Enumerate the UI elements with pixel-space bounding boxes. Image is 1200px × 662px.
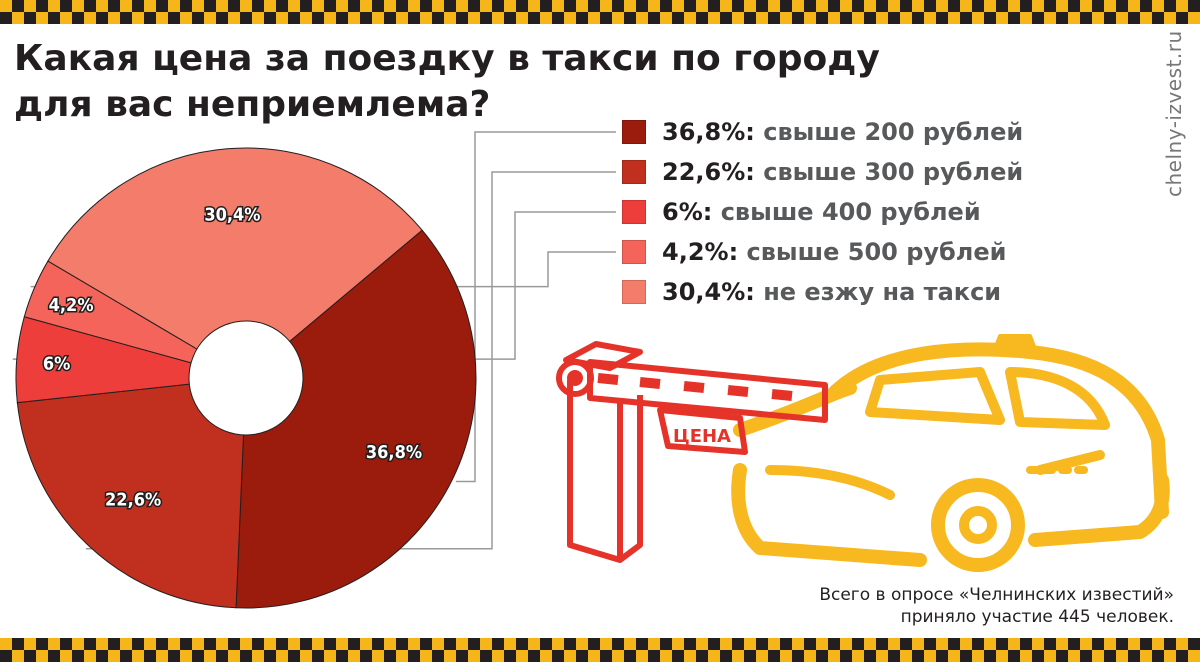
legend-swatch (622, 160, 646, 184)
pie-slice-label-5: 30,4% (204, 205, 260, 226)
barrier-and-taxi-illustration: ЦЕНА (556, 334, 1170, 572)
price-sign-label: ЦЕНА (673, 426, 731, 447)
chart-title-line-1: Какая цена за поездку в такси по городу (14, 38, 880, 79)
pie-slice-1 (235, 229, 477, 609)
legend-label: не езжу на такси (763, 278, 1002, 306)
legend-value: 4,2%: (662, 238, 747, 266)
legend-item: 22,6%: свыше 300 рублей (622, 156, 1023, 196)
taxi-car-icon (731, 334, 1170, 572)
chart-title: Какая цена за поездку в такси по городу … (14, 36, 914, 128)
legend-value: 30,4%: (662, 278, 764, 306)
legend-swatch (622, 240, 646, 264)
pie-slice-2 (16, 377, 247, 609)
footnote-line-1: Всего в опросе «Челнинских известий» (819, 585, 1174, 605)
pie-slice-5 (47, 147, 423, 379)
legend-value: 6%: (662, 198, 721, 226)
donut-hole (188, 320, 304, 436)
footnote: Всего в опросе «Челнинских известий» при… (819, 584, 1174, 628)
pie-slice-label-3: 6% (43, 354, 71, 375)
legend-swatch (622, 200, 646, 224)
legend-label: свыше 400 рублей (720, 198, 981, 226)
pie-slice-label-2: 22,6% (105, 489, 161, 510)
barrier-icon (556, 341, 828, 563)
legend-value: 22,6%: (662, 158, 764, 186)
legend-swatch (622, 120, 646, 144)
legend-value: 36,8%: (662, 118, 764, 146)
legend-label: свыше 300 рублей (763, 158, 1024, 186)
legend-swatch (622, 280, 646, 304)
footnote-line-2: приняло участие 445 человек. (900, 607, 1174, 627)
chart-title-line-2: для вас неприемлема? (14, 84, 491, 125)
checkered-bottom-border (0, 638, 1200, 662)
legend-item: 6%: свыше 400 рублей (622, 196, 1023, 236)
pie-slice-label-4: 4,2% (49, 295, 94, 316)
leader-line-1 (455, 131, 616, 483)
legend-item: 30,4%: не езжу на такси (622, 276, 1023, 316)
legend-label: свыше 200 рублей (763, 118, 1024, 146)
legend-item: 4,2%: свыше 500 рублей (622, 236, 1023, 276)
checkered-top-border (0, 0, 1200, 24)
legend-item: 36,8%: свыше 200 рублей (622, 116, 1023, 156)
pie-slice-label-1: 36,8% (366, 442, 422, 463)
legend-label: свыше 500 рублей (746, 238, 1007, 266)
legend: 36,8%: свыше 200 рублей 22,6%: свыше 300 … (622, 116, 1023, 316)
